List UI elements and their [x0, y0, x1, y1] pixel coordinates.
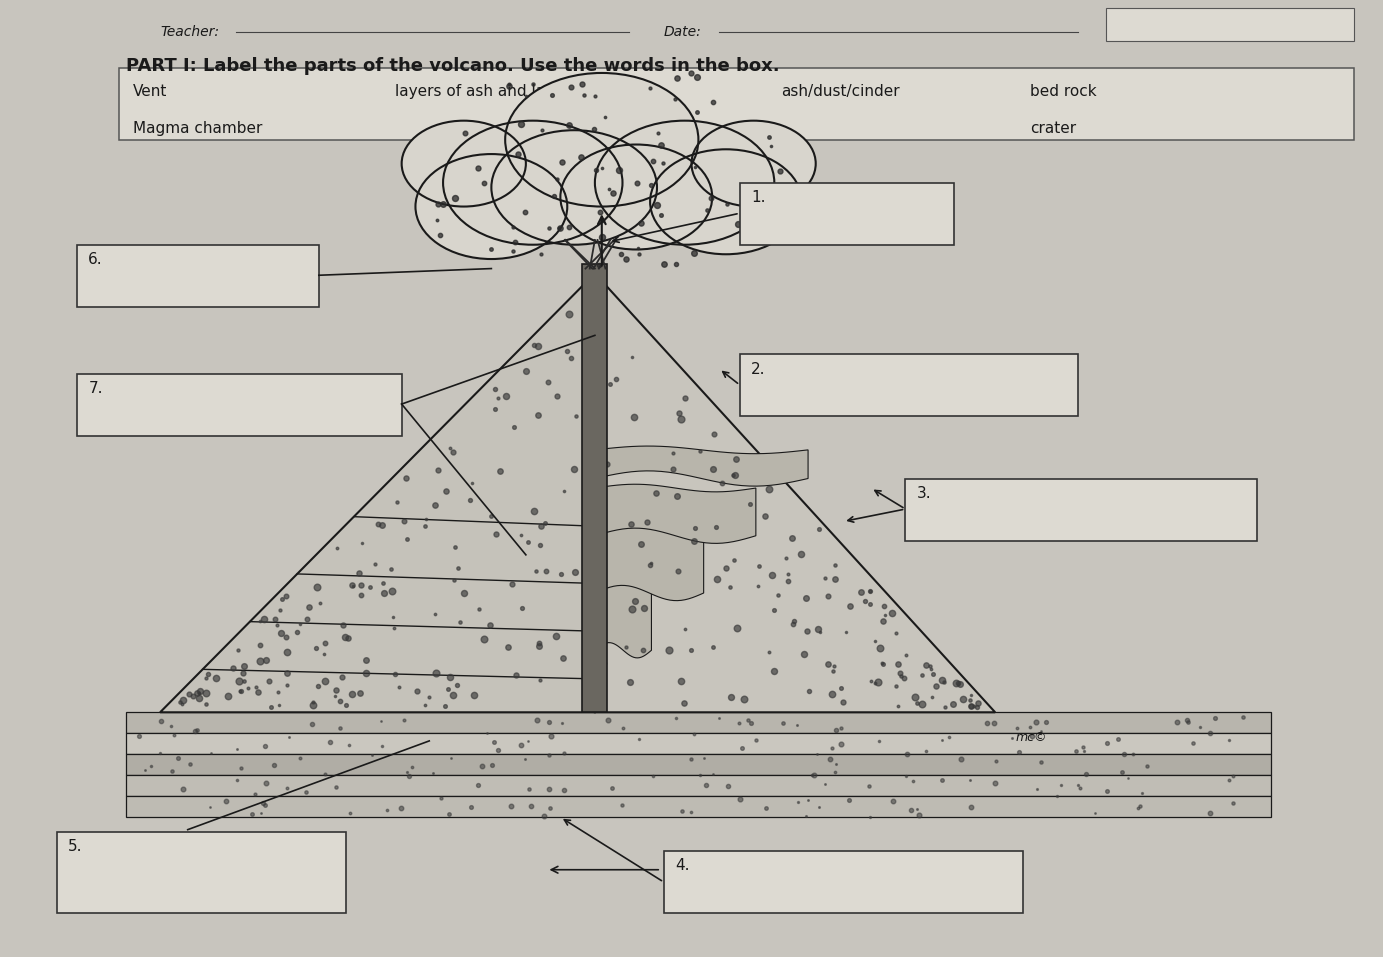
Text: Teacher:: Teacher:: [160, 25, 219, 39]
Circle shape: [560, 145, 712, 250]
Bar: [126, 733, 1271, 754]
Polygon shape: [595, 561, 651, 657]
Text: 6.: 6.: [89, 253, 102, 267]
Bar: [1105, 8, 1354, 41]
Circle shape: [650, 149, 802, 255]
Circle shape: [505, 73, 698, 207]
Text: 7.: 7.: [89, 381, 102, 396]
Text: 4.: 4.: [675, 858, 690, 874]
Bar: [906, 478, 1257, 541]
Bar: [126, 712, 1271, 733]
Text: crater: crater: [1030, 121, 1076, 136]
Text: mc©: mc©: [1017, 731, 1047, 745]
Bar: [740, 183, 954, 245]
FancyBboxPatch shape: [119, 68, 1354, 140]
Polygon shape: [595, 274, 996, 712]
Bar: [77, 373, 401, 435]
Polygon shape: [595, 523, 704, 601]
Text: 5.: 5.: [68, 839, 82, 855]
Circle shape: [491, 130, 657, 245]
Circle shape: [692, 121, 816, 207]
Polygon shape: [595, 446, 808, 486]
Bar: [740, 354, 1077, 416]
Bar: [126, 775, 1271, 796]
Bar: [126, 754, 1271, 775]
Text: cone: cone: [519, 121, 556, 136]
Text: Date:: Date:: [664, 25, 701, 39]
Text: PART I: Label the parts of the volcano. Use the words in the box.: PART I: Label the parts of the volcano. …: [126, 56, 779, 75]
Text: layers of ash and lava: layers of ash and lava: [394, 84, 563, 100]
Text: ash/dust/cinder: ash/dust/cinder: [781, 84, 900, 100]
Text: Magma chamber: Magma chamber: [133, 121, 261, 136]
Polygon shape: [595, 484, 757, 544]
Polygon shape: [160, 274, 595, 712]
Bar: [664, 851, 1023, 913]
Bar: [77, 245, 319, 307]
Bar: [582, 264, 607, 712]
Bar: [126, 796, 1271, 817]
Text: 1.: 1.: [751, 190, 765, 206]
Circle shape: [401, 121, 526, 207]
Circle shape: [415, 154, 567, 259]
Bar: [57, 832, 347, 913]
Text: Vent: Vent: [133, 84, 167, 100]
Circle shape: [443, 121, 622, 245]
Circle shape: [595, 121, 774, 245]
Text: bed rock: bed rock: [1030, 84, 1097, 100]
Text: 2.: 2.: [751, 362, 765, 377]
Text: 3.: 3.: [917, 486, 931, 501]
